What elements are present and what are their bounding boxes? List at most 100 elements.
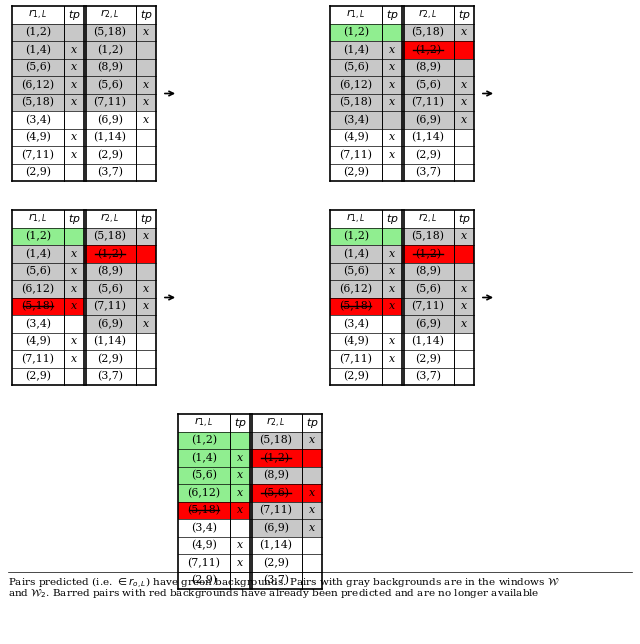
Text: (4,9): (4,9) bbox=[191, 540, 217, 551]
Text: $tp$: $tp$ bbox=[234, 416, 246, 430]
Text: x: x bbox=[71, 150, 77, 160]
Text: $r_{2,L}$: $r_{2,L}$ bbox=[100, 212, 120, 226]
Bar bbox=[12, 315, 84, 332]
Text: (5,18): (5,18) bbox=[93, 27, 127, 37]
Bar bbox=[330, 164, 402, 181]
Bar bbox=[84, 93, 156, 111]
Text: (7,11): (7,11) bbox=[339, 149, 372, 160]
Text: x: x bbox=[71, 249, 77, 259]
Text: (5,6): (5,6) bbox=[415, 80, 441, 90]
Text: (7,11): (7,11) bbox=[93, 301, 127, 312]
Text: x: x bbox=[143, 231, 149, 242]
Text: (6,12): (6,12) bbox=[339, 80, 372, 90]
Text: x: x bbox=[71, 132, 77, 142]
Bar bbox=[402, 350, 474, 368]
Text: x: x bbox=[389, 284, 395, 294]
Bar bbox=[12, 368, 84, 385]
Text: x: x bbox=[237, 506, 243, 515]
Text: (4,9): (4,9) bbox=[343, 132, 369, 142]
Bar bbox=[402, 332, 474, 350]
Text: x: x bbox=[389, 132, 395, 142]
Bar bbox=[12, 350, 84, 368]
Bar bbox=[402, 298, 474, 315]
Text: (5,18): (5,18) bbox=[22, 97, 54, 108]
Bar bbox=[402, 315, 474, 332]
Bar bbox=[12, 210, 156, 385]
Bar bbox=[84, 23, 156, 41]
Text: x: x bbox=[461, 115, 467, 125]
Bar bbox=[12, 59, 84, 76]
Bar bbox=[250, 519, 322, 536]
Bar bbox=[330, 93, 402, 111]
Bar bbox=[402, 111, 474, 129]
Text: (6,12): (6,12) bbox=[21, 283, 54, 294]
Text: (5,18): (5,18) bbox=[22, 301, 54, 312]
Bar bbox=[250, 431, 322, 449]
Bar bbox=[330, 6, 474, 181]
Text: x: x bbox=[461, 319, 467, 328]
Text: (8,9): (8,9) bbox=[97, 266, 123, 276]
Bar bbox=[178, 431, 250, 449]
Bar bbox=[178, 414, 322, 589]
Bar bbox=[84, 164, 156, 181]
Text: (5,18): (5,18) bbox=[339, 301, 372, 312]
Text: (1,2): (1,2) bbox=[343, 27, 369, 37]
Bar bbox=[330, 227, 402, 245]
Bar bbox=[330, 368, 402, 385]
Text: x: x bbox=[461, 27, 467, 37]
Bar bbox=[84, 315, 156, 332]
Text: $tp$: $tp$ bbox=[68, 212, 81, 226]
Text: (1,4): (1,4) bbox=[343, 44, 369, 55]
Text: (5,18): (5,18) bbox=[259, 435, 292, 446]
Bar bbox=[402, 280, 474, 298]
Text: (7,11): (7,11) bbox=[339, 354, 372, 364]
Bar bbox=[402, 23, 474, 41]
Text: x: x bbox=[71, 301, 77, 311]
Text: (1,4): (1,4) bbox=[25, 249, 51, 259]
Text: (6,9): (6,9) bbox=[97, 115, 123, 125]
Text: x: x bbox=[71, 80, 77, 90]
Text: (5,6): (5,6) bbox=[191, 470, 217, 480]
Text: (1,14): (1,14) bbox=[93, 132, 127, 142]
Text: (7,11): (7,11) bbox=[412, 301, 445, 312]
Text: (3,7): (3,7) bbox=[97, 371, 123, 381]
Bar bbox=[402, 93, 474, 111]
Text: (1,2): (1,2) bbox=[415, 249, 441, 259]
Text: (1,2): (1,2) bbox=[25, 27, 51, 37]
Text: x: x bbox=[461, 97, 467, 108]
Text: (5,6): (5,6) bbox=[97, 283, 123, 294]
Text: (4,9): (4,9) bbox=[25, 132, 51, 142]
Text: x: x bbox=[389, 97, 395, 108]
Text: x: x bbox=[389, 301, 395, 311]
Bar bbox=[330, 129, 402, 146]
Text: and $\mathcal{W}_2$. Barred pairs with red backgrounds have already been predict: and $\mathcal{W}_2$. Barred pairs with r… bbox=[8, 587, 540, 600]
Text: (6,9): (6,9) bbox=[415, 319, 441, 329]
Text: (1,4): (1,4) bbox=[25, 44, 51, 55]
Text: x: x bbox=[309, 506, 315, 515]
Bar bbox=[330, 111, 402, 129]
Text: (7,11): (7,11) bbox=[22, 354, 54, 364]
Text: x: x bbox=[309, 435, 315, 445]
Text: x: x bbox=[389, 266, 395, 276]
Text: x: x bbox=[143, 301, 149, 311]
Text: (7,11): (7,11) bbox=[259, 505, 292, 515]
Bar bbox=[12, 280, 84, 298]
Text: Pairs predicted (i.e. $\in r_{o,L}$) have green backgrounds. Pairs with gray bac: Pairs predicted (i.e. $\in r_{o,L}$) hav… bbox=[8, 576, 560, 591]
Bar bbox=[330, 350, 402, 368]
Bar bbox=[250, 449, 322, 466]
Bar bbox=[330, 245, 402, 263]
Text: x: x bbox=[389, 44, 395, 55]
Bar bbox=[84, 280, 156, 298]
Bar bbox=[178, 449, 250, 466]
Text: x: x bbox=[237, 558, 243, 568]
Text: $r_{1,L}$: $r_{1,L}$ bbox=[195, 415, 214, 430]
Bar bbox=[402, 41, 474, 59]
Text: $r_{2,L}$: $r_{2,L}$ bbox=[266, 415, 285, 430]
Bar bbox=[84, 298, 156, 315]
Text: (4,9): (4,9) bbox=[25, 336, 51, 346]
Text: $tp$: $tp$ bbox=[140, 212, 152, 226]
Text: (5,18): (5,18) bbox=[412, 27, 445, 37]
Text: $r_{1,L}$: $r_{1,L}$ bbox=[346, 8, 365, 22]
Text: $tp$: $tp$ bbox=[386, 212, 398, 226]
Bar bbox=[330, 41, 402, 59]
